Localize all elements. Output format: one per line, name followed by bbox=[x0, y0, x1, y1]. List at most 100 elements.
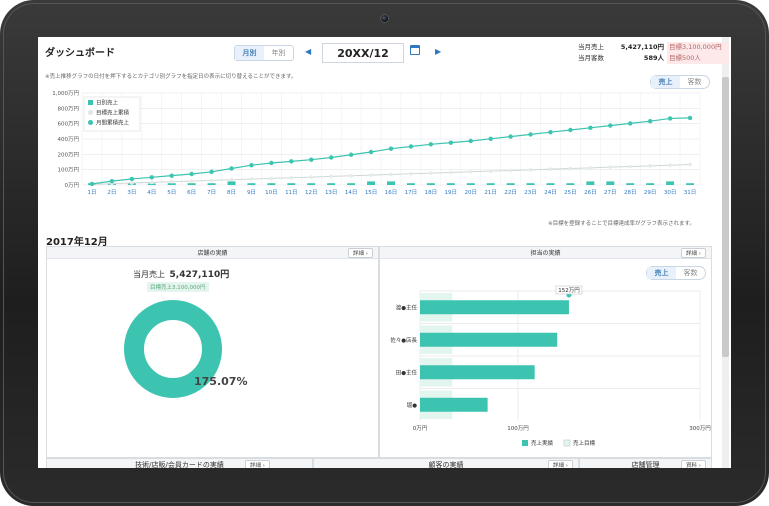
current-date[interactable]: 20XX/12 bbox=[322, 43, 404, 63]
x-tick-label: 8日 bbox=[227, 189, 236, 196]
cumulative-point bbox=[428, 142, 434, 147]
page-title: ダッシュボード bbox=[45, 48, 115, 59]
staff-metric-toggle: 売上 客数 bbox=[646, 266, 706, 280]
tab-yearly[interactable]: 年別 bbox=[271, 49, 286, 57]
store-management-button[interactable]: 資料 › bbox=[681, 460, 706, 468]
target-point bbox=[169, 179, 174, 184]
cumulative-point bbox=[289, 159, 294, 164]
cumulative-point bbox=[448, 140, 454, 145]
bottom-panel-technique-header: 技術/店販/会員カードの実績 詳細 › bbox=[47, 459, 312, 468]
customers-target: 目標500人 bbox=[667, 53, 729, 64]
store-sales-label: 当月売上 bbox=[133, 270, 165, 279]
bottom-panel-technique: 技術/店販/会員カードの実績 詳細 › bbox=[46, 458, 313, 468]
daily-sales-bar bbox=[546, 183, 555, 185]
tab-sales[interactable]: 売上 bbox=[651, 76, 680, 88]
customers-value: 589人 bbox=[643, 54, 664, 62]
daily-sales-bar bbox=[446, 183, 455, 185]
customers-detail-button[interactable]: 詳細 › bbox=[548, 460, 573, 468]
cumulative-point bbox=[528, 132, 533, 137]
bottom-panel-store-management: 店舗管理 資料 › bbox=[579, 458, 712, 468]
actual-bar bbox=[420, 300, 569, 315]
daily-sales-bar bbox=[187, 183, 196, 185]
target-point bbox=[130, 181, 134, 185]
daily-sales-bar bbox=[147, 183, 156, 185]
legend-swatch bbox=[88, 100, 93, 105]
cumulative-point bbox=[348, 152, 354, 157]
sales-value: 5,427,110円 bbox=[620, 43, 664, 51]
x-tick-label: 1日 bbox=[87, 189, 96, 196]
y-tick-label: 600万円 bbox=[58, 121, 80, 128]
target-point bbox=[668, 163, 672, 167]
x-tick-label: 18日 bbox=[425, 189, 438, 196]
store-panel-header: 店舗の実績 詳細 › bbox=[47, 247, 378, 259]
target-point bbox=[249, 177, 254, 181]
calendar-icon[interactable] bbox=[410, 45, 420, 55]
actual-bar bbox=[420, 365, 535, 380]
x-tick-label: 20日 bbox=[464, 189, 477, 196]
legend-swatch bbox=[563, 439, 571, 447]
annotation-label: 152万円 bbox=[558, 287, 580, 294]
daily-sales-bar bbox=[466, 183, 475, 185]
target-point bbox=[568, 166, 573, 171]
technique-detail-button[interactable]: 詳細 › bbox=[245, 460, 270, 468]
daily-sales-bar bbox=[526, 183, 535, 185]
daily-sales-bar bbox=[347, 183, 356, 185]
x-tick-label: 16日 bbox=[385, 189, 398, 196]
y-tick-label: 400万円 bbox=[58, 136, 80, 143]
prev-month-icon[interactable]: ◀ bbox=[305, 47, 312, 56]
period-toggle: 月別 年別 bbox=[234, 45, 294, 61]
trend-metric-toggle: 売上 客数 bbox=[650, 75, 710, 89]
staff-tab-customers[interactable]: 客数 bbox=[683, 269, 698, 277]
actual-bar bbox=[420, 332, 558, 347]
x-tick-label: 25日 bbox=[564, 189, 577, 196]
x-tick-label: 3日 bbox=[127, 189, 136, 196]
x-tick-label: 24日 bbox=[544, 189, 557, 196]
staff-tab-sales[interactable]: 売上 bbox=[647, 267, 676, 279]
category-label: 渡●主任 bbox=[396, 303, 418, 311]
staff-panel: 担当の実績 詳細 › 売上 客数 0万円 100万円 300万円 渡●主任 佐々●店長田… bbox=[379, 246, 712, 458]
scrollbar-thumb[interactable] bbox=[722, 77, 729, 357]
cumulative-point bbox=[468, 138, 473, 144]
cumulative-point bbox=[548, 130, 553, 135]
target-point bbox=[209, 178, 214, 183]
x-tick-label: 22日 bbox=[504, 189, 517, 196]
legend-swatch bbox=[88, 120, 93, 125]
store-detail-button[interactable]: 詳細 › bbox=[348, 248, 373, 258]
legend-label: 日別売上 bbox=[96, 99, 119, 107]
x-tick-label: 5日 bbox=[167, 189, 176, 196]
legend-label: 月間累積売上 bbox=[96, 119, 130, 127]
next-month-icon[interactable]: ▶ bbox=[435, 47, 442, 56]
target-point bbox=[349, 173, 353, 178]
y-tick-label: 800万円 bbox=[58, 105, 80, 112]
bottom-panel-technique-title: 技術/店販/会員カードの実績 bbox=[135, 461, 224, 468]
tab-customers[interactable]: 客数 bbox=[687, 78, 702, 86]
daily-sales-bar bbox=[167, 183, 176, 185]
cumulative-point bbox=[328, 155, 334, 160]
x-tick-label: 26日 bbox=[584, 189, 597, 196]
daily-sales-bar bbox=[606, 181, 615, 185]
daily-sales-bar bbox=[566, 183, 575, 185]
daily-sales-bar bbox=[686, 183, 695, 185]
daily-sales-bar bbox=[267, 183, 276, 185]
staff-detail-button[interactable]: 詳細 › bbox=[681, 248, 706, 258]
cumulative-point bbox=[368, 149, 374, 155]
cumulative-point bbox=[89, 181, 95, 187]
x-tick-label: 0万円 bbox=[413, 425, 428, 432]
daily-sales-bar bbox=[327, 183, 336, 185]
daily-sales-bar bbox=[586, 181, 595, 185]
tab-monthly[interactable]: 月別 bbox=[235, 46, 264, 60]
daily-sales-bar bbox=[666, 181, 675, 185]
x-tick-label: 27日 bbox=[604, 189, 617, 196]
customers-label: 当月客数 bbox=[578, 54, 604, 62]
target-point bbox=[588, 166, 593, 170]
y-tick-label: 0万円 bbox=[65, 182, 80, 189]
daily-sales-bar bbox=[307, 183, 316, 185]
target-point bbox=[548, 167, 553, 171]
annotation-box bbox=[555, 285, 583, 295]
x-tick-label: 12日 bbox=[305, 189, 318, 196]
x-tick-label: 23日 bbox=[524, 189, 537, 196]
sales-trend-chart: 1,000万円 800万円 600万円 400万円 200万円 100万円 0万円 1日 2日 3… bbox=[52, 90, 701, 196]
daily-sales-bar bbox=[207, 183, 216, 185]
cumulative-point bbox=[269, 160, 274, 166]
